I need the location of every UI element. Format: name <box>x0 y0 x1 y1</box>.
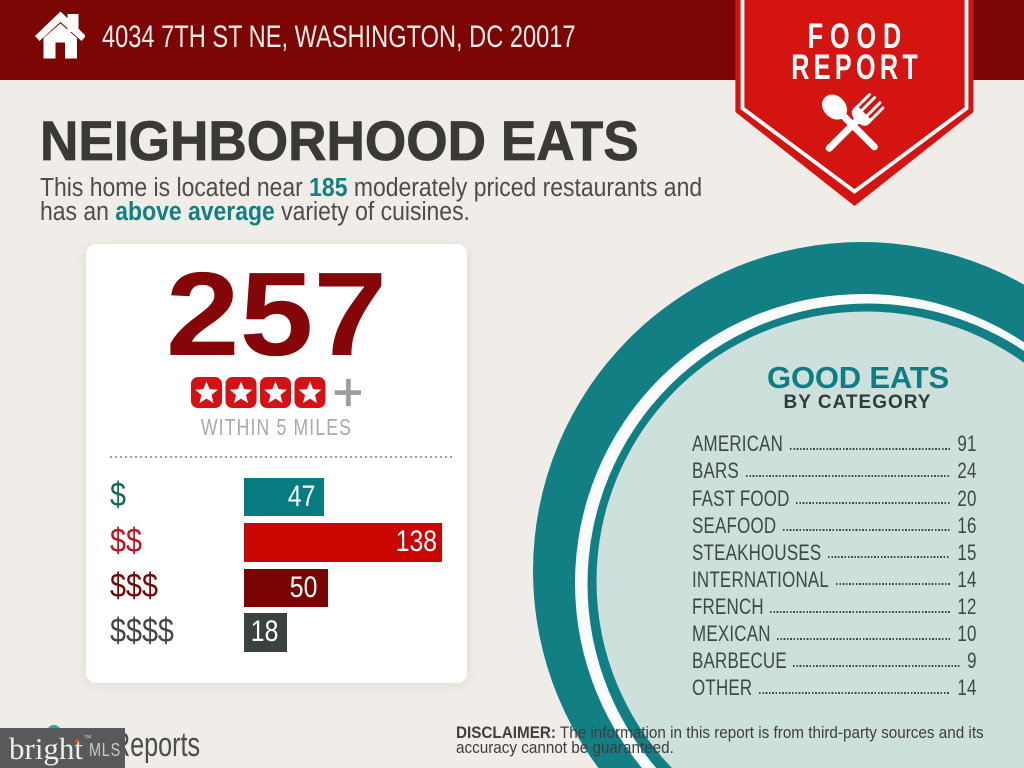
svg-text:FOOD: FOOD <box>808 17 908 56</box>
svg-text:REPORT: REPORT <box>791 48 922 87</box>
